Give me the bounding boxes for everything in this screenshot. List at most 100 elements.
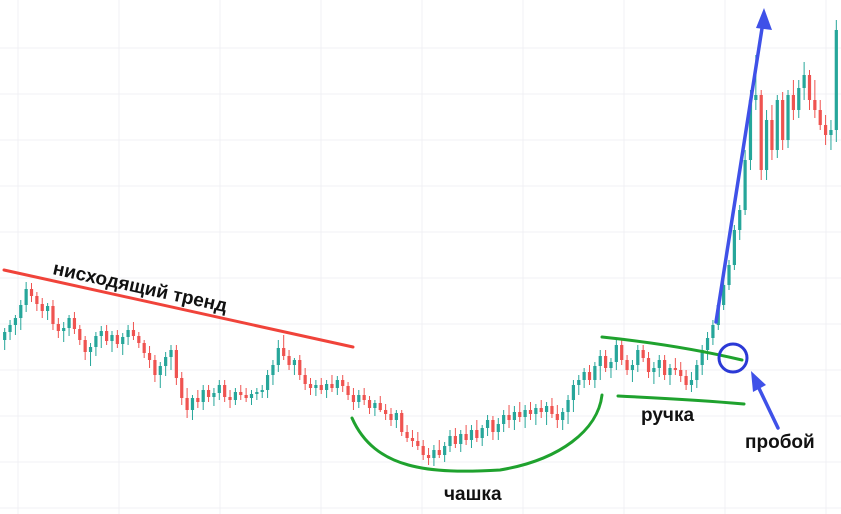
- cup-label: чашка: [444, 484, 502, 505]
- breakout-circle: [717, 342, 749, 374]
- candle-body: [131, 330, 136, 336]
- candle-body: [453, 436, 457, 444]
- candle: [282, 335, 286, 360]
- candle-body: [625, 360, 629, 370]
- candle-body: [421, 446, 425, 455]
- candle-body: [62, 328, 66, 331]
- candle-body: [432, 450, 436, 458]
- candle: [561, 408, 565, 430]
- candle: [335, 376, 339, 395]
- candle: [738, 205, 742, 240]
- candle: [764, 110, 769, 180]
- candle: [459, 430, 463, 452]
- candle: [271, 360, 275, 385]
- candle-body: [126, 330, 130, 337]
- candle-body: [722, 285, 726, 305]
- candle-body: [367, 400, 372, 408]
- candle-body: [196, 398, 200, 402]
- candle-body: [67, 318, 71, 328]
- candle-body: [732, 230, 736, 265]
- candle-body: [233, 392, 238, 400]
- candle-body: [561, 412, 565, 420]
- candle-body: [775, 100, 779, 150]
- candle-body: [679, 370, 683, 376]
- candle-body: [29, 289, 34, 296]
- candle: [83, 336, 87, 360]
- candle-body: [292, 360, 297, 365]
- candle-body: [636, 350, 640, 365]
- candle-body: [443, 446, 447, 455]
- candle: [432, 445, 436, 466]
- candle-body: [362, 395, 366, 400]
- candle-body: [405, 432, 409, 438]
- candle-body: [249, 394, 254, 398]
- candle: [485, 415, 490, 436]
- candle: [24, 282, 28, 312]
- candle: [190, 395, 195, 420]
- candle: [384, 404, 388, 420]
- candle: [743, 150, 747, 215]
- candle-body: [185, 398, 189, 410]
- candle-body: [190, 398, 195, 410]
- candle: [625, 355, 629, 375]
- candle: [180, 372, 184, 405]
- candle: [582, 368, 586, 388]
- candle: [341, 375, 345, 392]
- candle-body: [378, 403, 382, 410]
- candle-body: [180, 378, 184, 398]
- candle-body: [121, 337, 125, 344]
- candle: [45, 303, 50, 320]
- candle: [571, 380, 576, 412]
- candle: [276, 340, 280, 372]
- candle-body: [223, 385, 227, 397]
- candle: [689, 372, 694, 392]
- handle-label: ручка: [641, 405, 694, 426]
- candle-body: [748, 100, 753, 160]
- candle-body: [239, 392, 243, 395]
- candle-body: [539, 408, 543, 412]
- candle: [367, 396, 372, 414]
- candle: [244, 388, 248, 402]
- candle: [78, 325, 82, 345]
- candle: [818, 100, 822, 130]
- candle-body: [110, 335, 114, 341]
- candle: [598, 350, 602, 380]
- candle-body: [823, 125, 828, 135]
- candle-body: [115, 335, 119, 344]
- candle: [292, 358, 297, 375]
- candle: [13, 315, 18, 335]
- candle-body: [620, 345, 624, 360]
- candle: [711, 320, 715, 345]
- candle-body: [24, 289, 28, 305]
- candle: [587, 365, 592, 385]
- candle-body: [587, 372, 592, 380]
- candle-body: [314, 385, 318, 388]
- candle: [469, 425, 474, 448]
- candle: [523, 405, 527, 428]
- candle: [206, 385, 211, 402]
- candle: [115, 330, 119, 348]
- candle-body: [206, 390, 211, 397]
- candle-body: [8, 325, 12, 332]
- candle-body: [818, 110, 822, 125]
- candle: [330, 375, 334, 392]
- candle-body: [373, 403, 377, 408]
- candle-body: [630, 365, 635, 370]
- candle-body: [518, 412, 522, 417]
- candle-body: [72, 318, 77, 329]
- candle-body: [174, 350, 178, 378]
- candle: [502, 410, 506, 432]
- candle-body: [544, 406, 549, 412]
- candle: [480, 425, 484, 446]
- candle: [410, 430, 415, 447]
- candle: [105, 325, 109, 345]
- candle: [823, 115, 828, 145]
- candle: [126, 325, 130, 345]
- candle: [110, 331, 114, 352]
- candle-body: [298, 360, 302, 375]
- candle: [829, 120, 833, 150]
- candle-body: [609, 362, 613, 368]
- candle: [802, 62, 806, 100]
- candle: [174, 345, 178, 385]
- breakout-target-arrowhead: [756, 8, 772, 30]
